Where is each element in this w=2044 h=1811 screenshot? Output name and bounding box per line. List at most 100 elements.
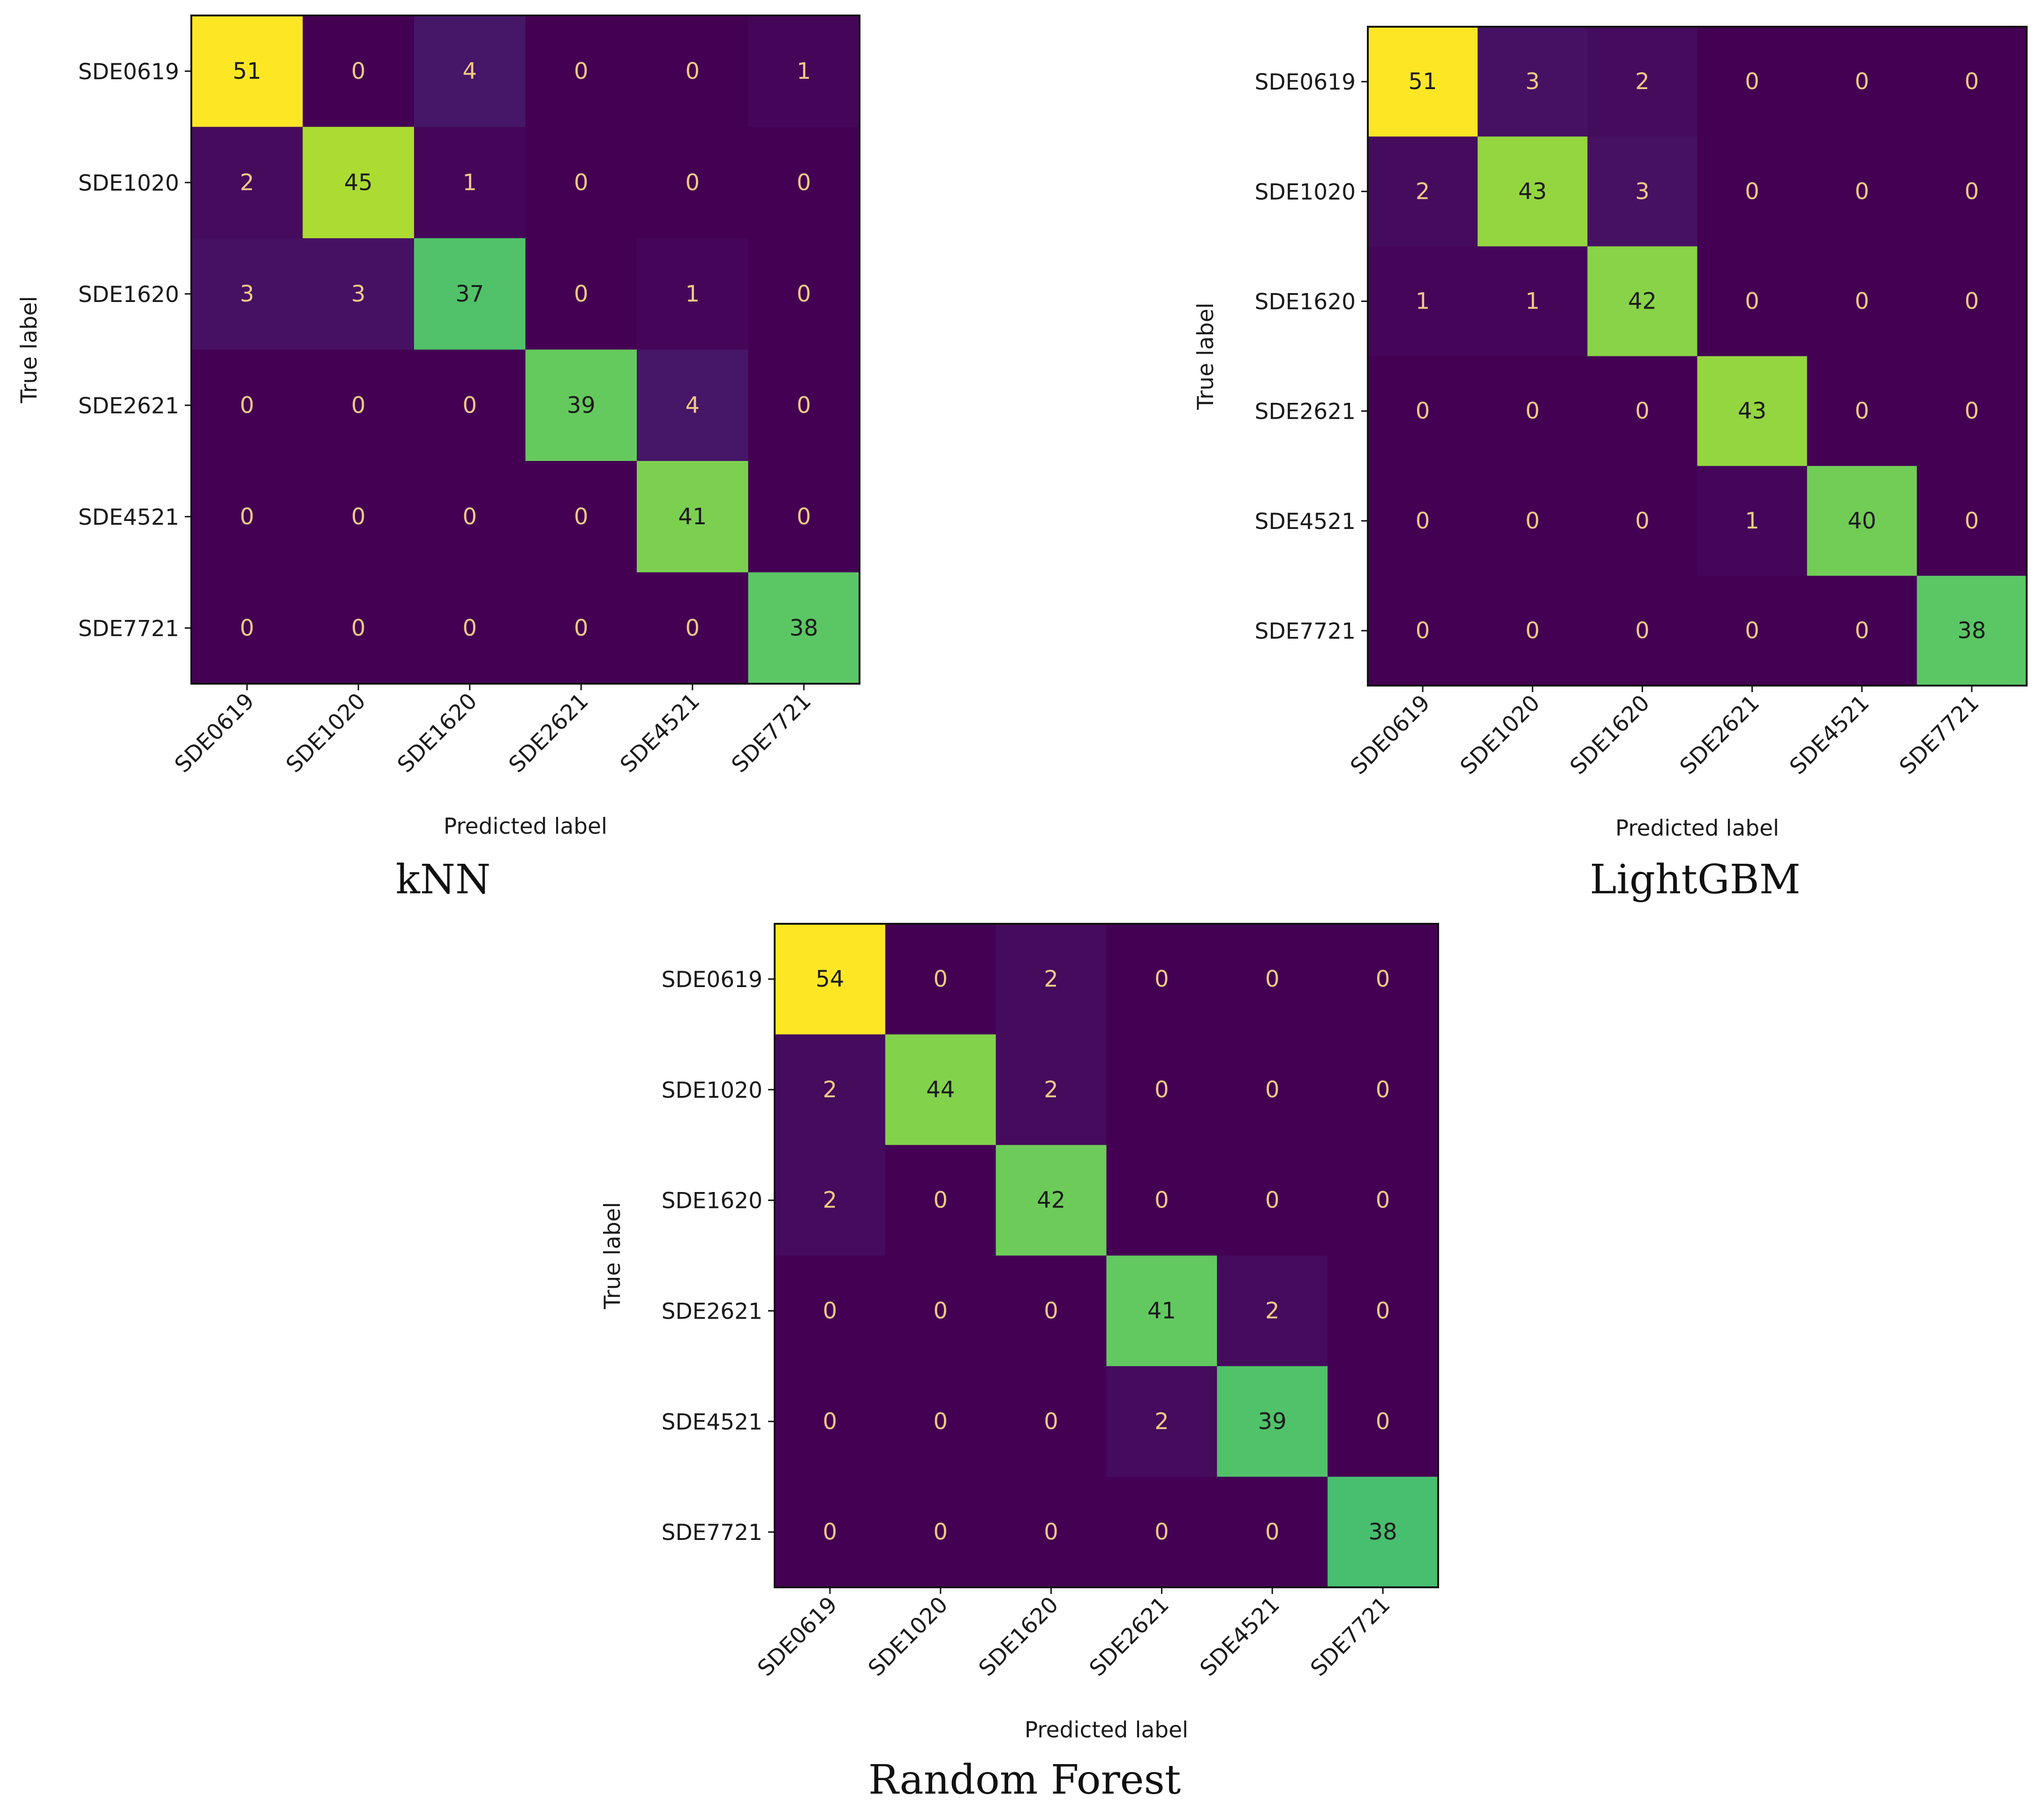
matrix-cell [775,924,886,1035]
y-tick-label: SDE7721 [662,1520,762,1546]
y-tick-label: SDE1620 [78,282,179,308]
matrix-cell [1368,246,1478,356]
cell-value-label: 0 [1154,1077,1169,1103]
matrix-cell [525,127,637,239]
y-axis-label: True label [600,1202,626,1309]
x-tick-label: SDE1020 [1456,690,1545,780]
matrix-cell [1807,356,1917,467]
y-tick-label: SDE2621 [1255,399,1356,425]
matrix-cell [1807,246,1917,356]
cell-value-label: 2 [1044,1077,1058,1103]
cell-value-label: 0 [797,281,811,307]
matrix-cell [1368,466,1478,576]
matrix-cell [1697,466,1808,576]
matrix-cell [775,1255,886,1366]
cell-value-label: 0 [1525,618,1540,644]
y-tick-label: SDE0619 [78,59,179,85]
cell-value-label: 1 [685,281,700,307]
x-tick-label: SDE2621 [504,688,594,778]
cell-value-label: 0 [1745,618,1759,644]
matrix-cell [1217,1255,1328,1366]
matrix-cell [302,572,415,684]
cell-value-label: 0 [1525,508,1540,534]
cell-value-label: 0 [797,169,811,196]
x-axis-label: Predicted label [1025,1717,1188,1743]
matrix-cell [1368,575,1478,686]
matrix-cell [775,1145,886,1256]
cell-value-label: 0 [1416,398,1430,424]
cell-value-label: 42 [1037,1187,1065,1214]
matrix-cell [1217,924,1328,1035]
cell-value-label: 0 [351,504,366,530]
matrix-cell [1587,466,1697,576]
matrix-cell [748,349,860,461]
matrix-cell [885,1255,996,1366]
matrix-cell [1587,356,1697,467]
matrix-cell [885,1366,996,1477]
cell-value-label: 0 [462,392,477,418]
matrix-cell [1916,575,2027,686]
y-axis-label: True label [16,296,42,403]
cell-value-label: 0 [933,1298,948,1324]
y-tick-label: SDE1620 [1255,289,1356,315]
cell-value-label: 41 [678,504,707,530]
cell-value-label: 0 [933,966,948,992]
matrix-cell [414,572,526,684]
cell-value-label: 0 [1965,398,1979,424]
matrix-cell [885,924,996,1035]
matrix-cell [525,572,637,684]
matrix-cell [1916,466,2027,576]
matrix-cell [996,924,1107,1035]
matrix-cell [1327,1477,1439,1588]
matrix-cell [1217,1477,1328,1588]
y-tick-label: SDE2621 [662,1298,762,1324]
cell-value-label: 0 [1376,1298,1390,1324]
cell-value-label: 2 [1265,1298,1280,1324]
y-tick-label: SDE4521 [1255,509,1356,535]
matrix-cell [1807,27,1917,137]
y-tick-label: SDE1620 [662,1188,762,1214]
cell-value-label: 0 [1745,68,1759,95]
matrix-cell [525,349,637,461]
matrix-cell [1807,466,1917,576]
x-tick-label: SDE7721 [1305,1592,1395,1682]
cell-value-label: 1 [1416,288,1430,314]
matrix-cell [1587,136,1697,247]
cell-value-label: 39 [567,392,596,418]
matrix-cell [414,127,526,239]
cell-value-label: 2 [1044,966,1058,992]
cell-value-label: 0 [1416,508,1430,534]
cell-value-label: 0 [1635,618,1650,644]
cell-value-label: 0 [574,281,588,307]
x-tick-label: SDE2621 [1085,1592,1174,1682]
cell-value-label: 0 [1044,1519,1058,1545]
matrix-cell [1368,356,1478,467]
matrix-cell [1217,1034,1328,1146]
x-axis-label: Predicted label [444,814,607,839]
cell-value-label: 44 [926,1077,955,1103]
cell-value-label: 0 [574,615,588,641]
x-tick-label: SDE4521 [1195,1592,1285,1682]
cell-value-label: 0 [823,1519,837,1545]
cell-value-label: 0 [823,1408,837,1434]
matrix-cell [1916,356,2027,467]
cell-value-label: 54 [815,966,844,992]
cell-value-label: 0 [351,615,366,641]
cell-value-label: 0 [1376,1187,1390,1214]
cell-value-label: 51 [1409,68,1437,95]
matrix-cell [1106,1477,1217,1588]
cell-value-label: 0 [933,1187,948,1214]
cell-value-label: 2 [823,1187,837,1214]
x-tick-label: SDE0619 [1345,690,1435,780]
matrix-cell [525,238,637,350]
matrix-cell [996,1366,1107,1477]
cell-value-label: 0 [797,504,811,530]
cell-value-label: 0 [1154,1519,1169,1545]
cell-value-label: 43 [1518,178,1547,204]
cell-value-label: 0 [1745,178,1759,204]
x-tick-label: SDE1620 [392,688,482,778]
matrix-cell [637,572,748,684]
cell-value-label: 0 [1044,1408,1058,1434]
cell-value-label: 0 [1376,966,1390,992]
